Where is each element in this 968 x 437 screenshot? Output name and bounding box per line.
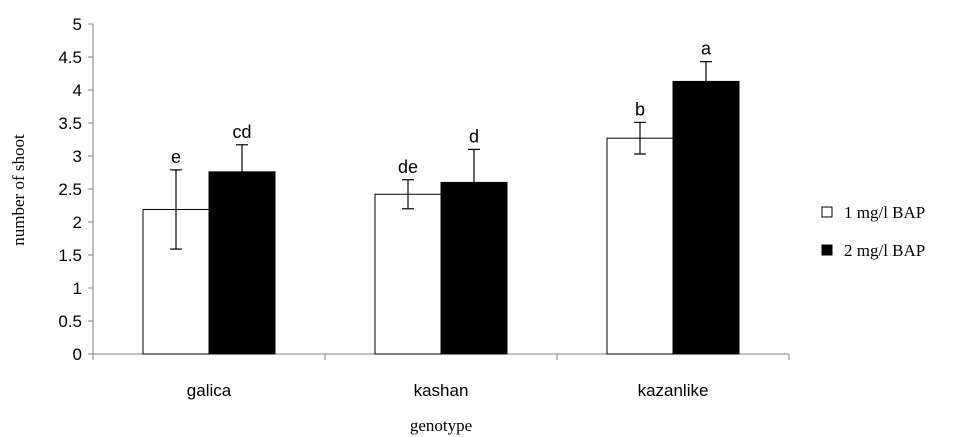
significance-label: a [701, 39, 712, 59]
error-bars [170, 61, 712, 250]
error-bar [700, 61, 712, 102]
x-axis: galica kashan kazanlike [92, 353, 790, 400]
bar [374, 193, 442, 355]
y-tick-label: 0 [73, 345, 82, 364]
error-bar [402, 179, 414, 210]
significance-label: b [635, 99, 645, 119]
legend-item: 2 mg/l BAP [821, 241, 925, 260]
y-tick-label: 0.5 [58, 312, 82, 331]
bar [208, 171, 276, 355]
legend-label: 1 mg/l BAP [844, 203, 925, 222]
x-tick-label: kashan [414, 381, 469, 400]
bar [672, 80, 740, 355]
x-tick-label: kazanlike [638, 381, 709, 400]
bar [606, 137, 674, 355]
error-bar [236, 144, 248, 200]
error-bar [170, 169, 182, 250]
error-bar [634, 121, 646, 155]
y-tick-label: 1.5 [58, 246, 82, 265]
legend-swatch [821, 244, 833, 256]
y-tick-label: 1 [73, 279, 82, 298]
y-tick-label: 2 [73, 213, 82, 232]
x-axis-title: genotype [410, 416, 472, 435]
y-axis: 0 0.5 1 1.5 2 2.5 3 3.5 4 4.5 5 [58, 15, 94, 364]
y-tick-label: 4 [73, 81, 82, 100]
significance-label: cd [232, 122, 251, 142]
significance-label: e [171, 147, 181, 167]
y-tick-label: 2.5 [58, 180, 82, 199]
error-bar [468, 148, 480, 216]
bars [142, 80, 740, 355]
significance-label: d [469, 126, 479, 146]
legend-item: 1 mg/l BAP [821, 203, 925, 222]
legend: 1 mg/l BAP 2 mg/l BAP [821, 203, 925, 260]
y-tick-label: 4.5 [58, 48, 82, 67]
y-axis-title: number of shoot [9, 134, 28, 246]
y-tick-label: 3.5 [58, 114, 82, 133]
x-tick-label: galica [187, 381, 232, 400]
significance-labels: e cd de d b a [171, 39, 712, 177]
significance-label: de [398, 157, 418, 177]
y-tick-label: 5 [73, 15, 82, 34]
legend-label: 2 mg/l BAP [844, 241, 925, 260]
y-tick-label: 3 [73, 147, 82, 166]
legend-swatch [821, 206, 833, 218]
